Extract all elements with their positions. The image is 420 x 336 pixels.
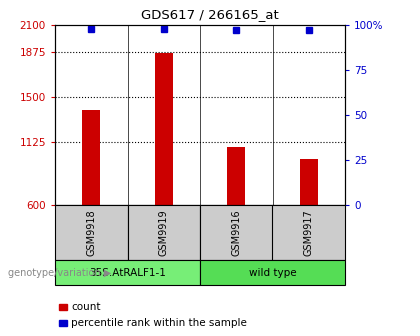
Text: 35S.AtRALF1-1: 35S.AtRALF1-1: [89, 267, 166, 278]
Text: genotype/variation ▶: genotype/variation ▶: [8, 267, 112, 278]
Bar: [82, 110, 100, 205]
Text: GDS617 / 266165_at: GDS617 / 266165_at: [141, 8, 279, 22]
Text: wild type: wild type: [249, 267, 297, 278]
Text: count: count: [71, 302, 100, 312]
Bar: [227, 148, 245, 205]
Text: GSM9916: GSM9916: [231, 209, 241, 256]
Bar: [300, 159, 318, 205]
Text: GSM9919: GSM9919: [159, 209, 169, 256]
Text: GSM9917: GSM9917: [304, 209, 314, 256]
Bar: [155, 53, 173, 205]
Text: GSM9918: GSM9918: [86, 209, 96, 256]
Text: percentile rank within the sample: percentile rank within the sample: [71, 318, 247, 328]
